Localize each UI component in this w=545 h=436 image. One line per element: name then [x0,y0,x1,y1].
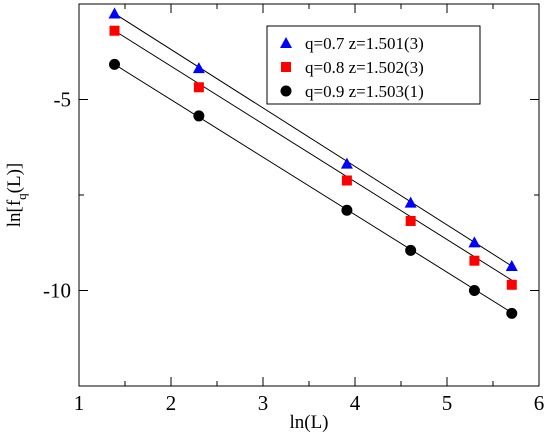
square-point [341,175,352,186]
triangle-point [468,236,481,248]
y-axis-label: ln[fq(L)] [4,163,29,228]
fit-line [114,13,513,267]
legend-entry-label: q=0.8 z=1.502(3) [305,58,424,77]
legend-square-marker [281,62,291,72]
legend-box [266,25,481,105]
legend-circle-marker [280,85,292,97]
square-point [506,279,517,290]
legend-entry-label: q=0.7 z=1.501(3) [305,34,424,53]
square-point [193,82,204,93]
circle-point [405,244,417,256]
y-tick-label: -10 [43,279,71,303]
square-point [469,255,480,266]
x-tick-label: 2 [166,391,177,415]
x-tick-label: 6 [534,391,545,415]
x-axis-label: ln(L) [289,412,328,433]
fit-lines [114,13,513,314]
x-tick-label: 3 [258,391,269,415]
y-axis-label-main: ln[f [4,199,25,227]
legend: q=0.7 z=1.501(3) q=0.8 z=1.502(3) q=0.9 z=… [266,25,481,105]
legend-triangle-marker [280,37,292,48]
circle-point [109,58,121,70]
y-tick-label: -5 [54,88,72,112]
y-axis-label-sub: q [14,193,29,200]
triangle-point [192,62,205,74]
fit-line [114,30,513,281]
circle-point [506,307,518,319]
axis-ticks: 1 2 3 4 5 6 -10 -5 [43,4,544,415]
triangle-point [108,7,121,19]
square-point [109,25,120,36]
x-tick-label: 1 [74,391,85,415]
square-point [405,215,416,226]
circle-point [468,285,480,296]
x-tick-label: 4 [350,391,361,415]
circle-point [341,204,353,216]
triangle-point [505,260,518,272]
fit-line [114,63,513,314]
data-markers [108,7,518,319]
y-axis-label-tail: (L)] [4,163,25,194]
triangle-point [404,196,417,208]
circle-point [193,110,205,122]
legend-entry-label: q=0.9 z=1.503(1) [305,82,424,101]
x-tick-label: 5 [442,391,453,415]
triangle-point [340,157,353,169]
